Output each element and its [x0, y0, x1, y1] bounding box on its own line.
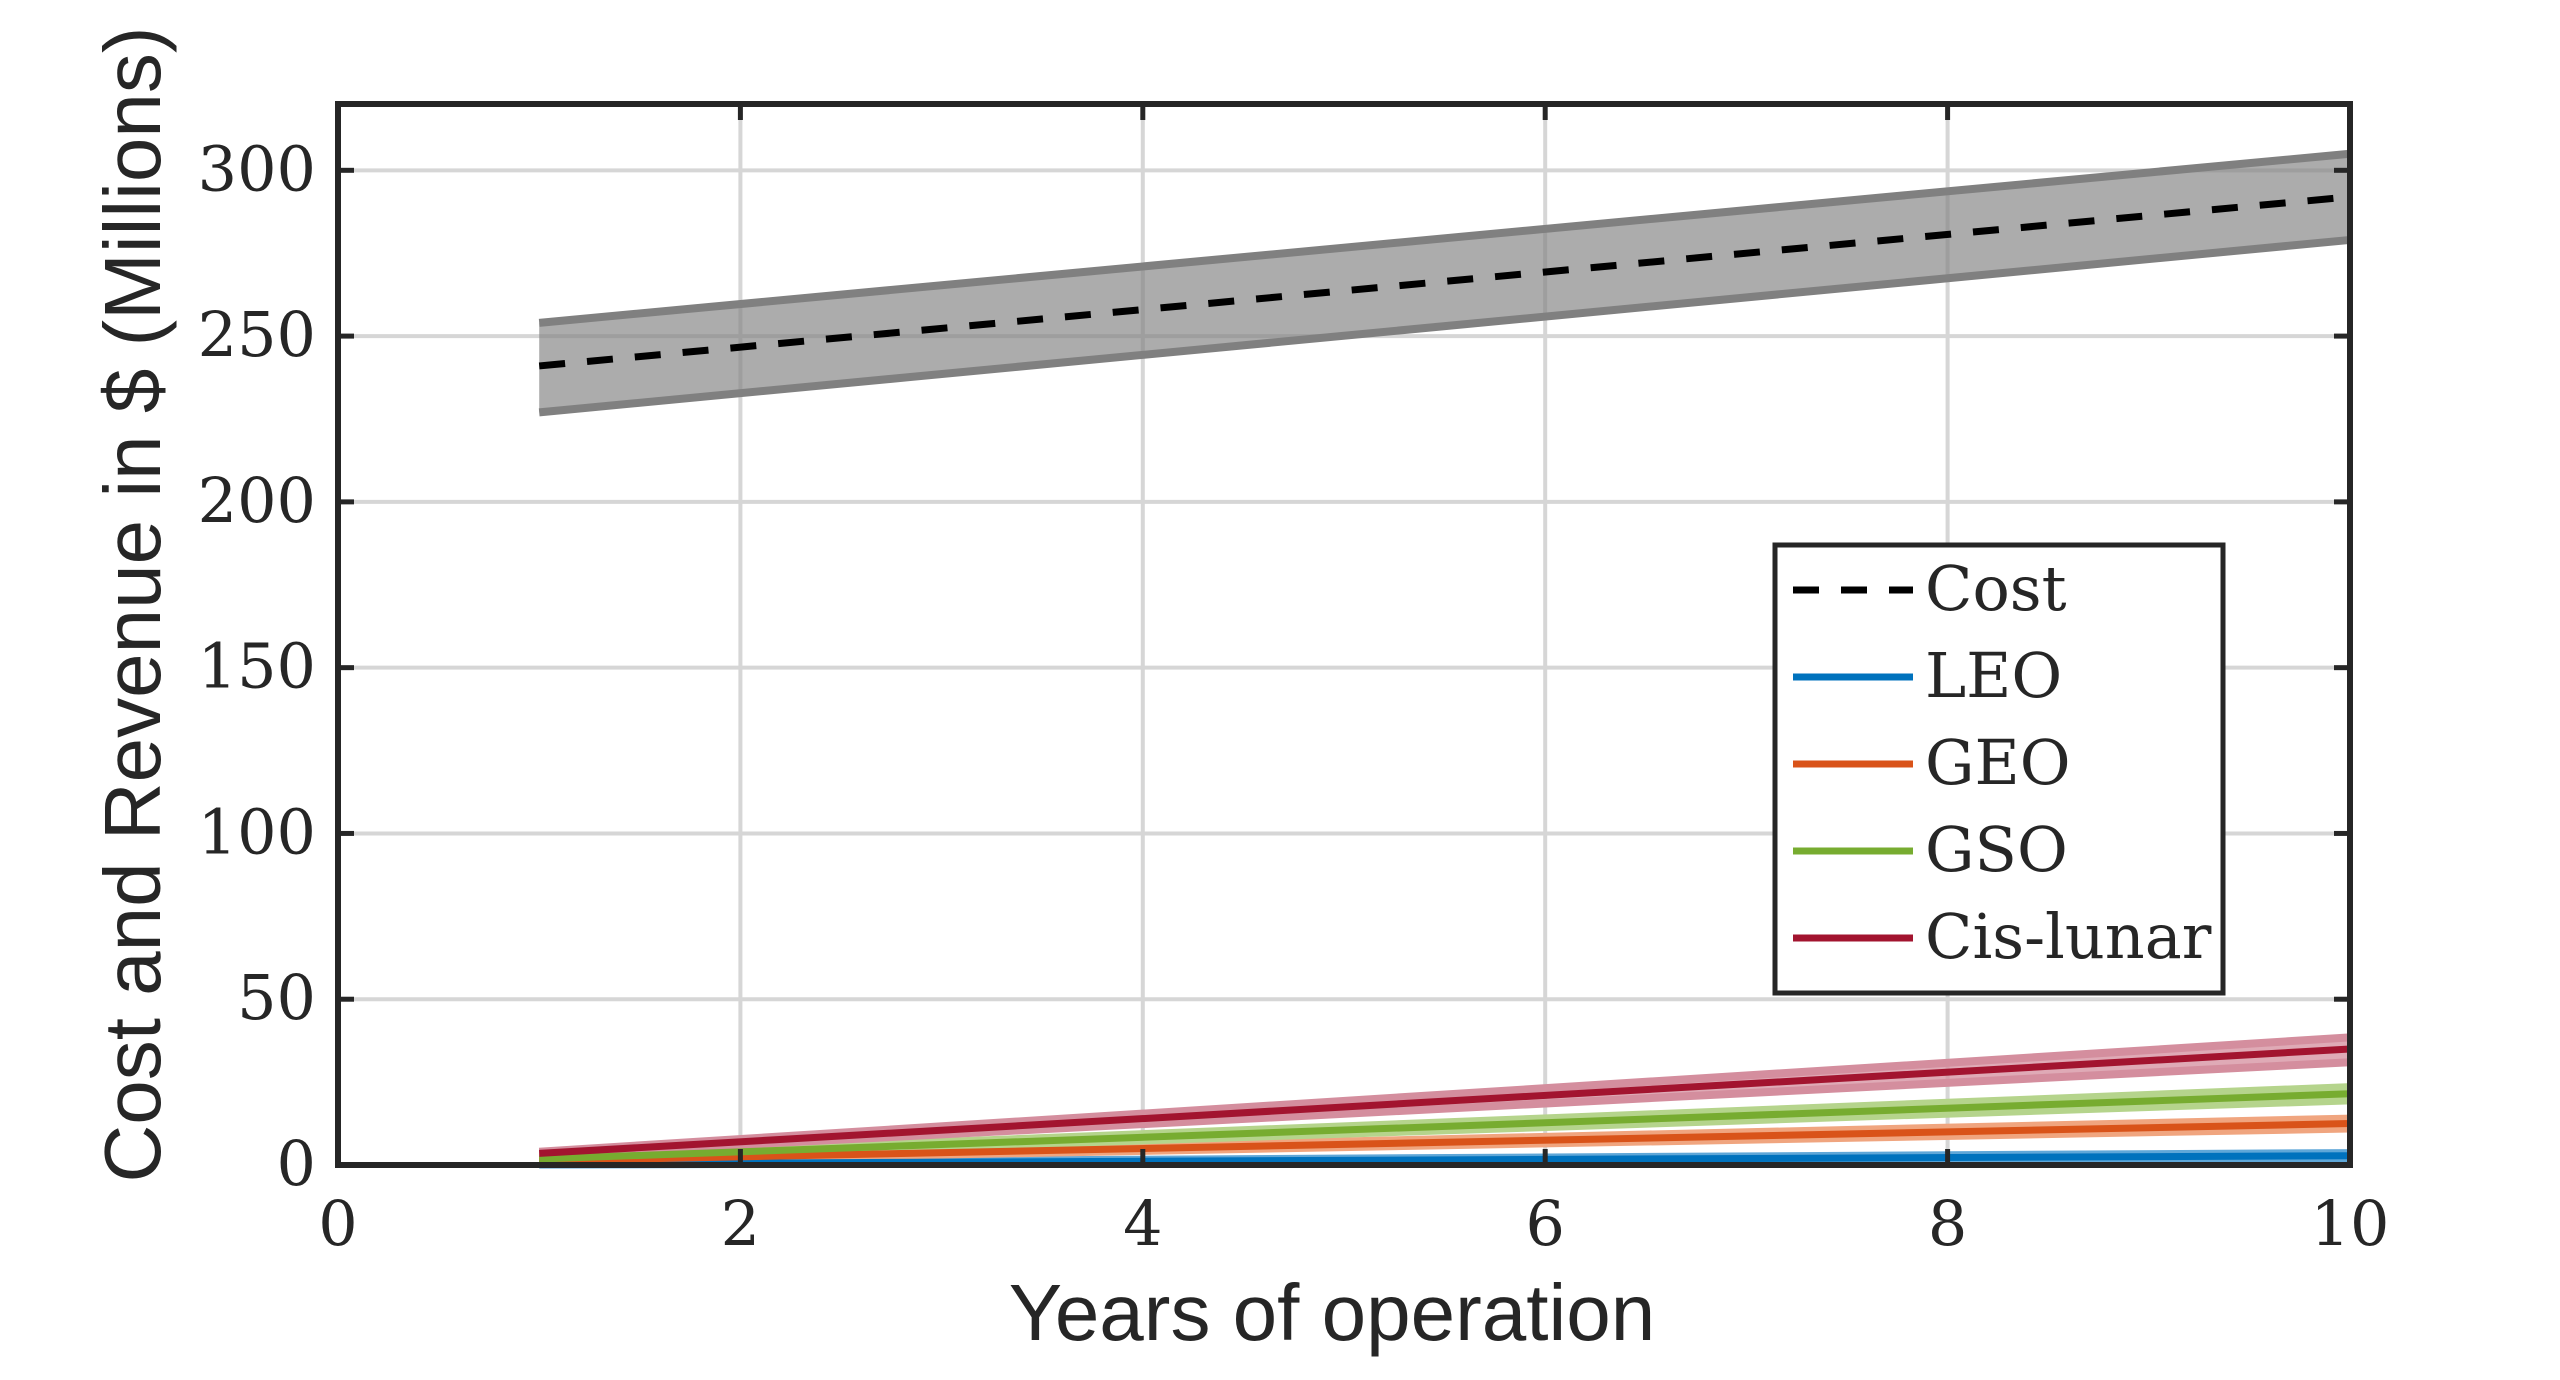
legend-label-gso: GSO: [1925, 813, 2068, 886]
cost-band: [539, 153, 2351, 413]
legend-box: [1772, 542, 2226, 996]
gso-line: [539, 1090, 2351, 1163]
y-tick-label: 300: [198, 132, 316, 205]
legend-items: Cost LEO GEO GSO Cis-lunar: [1793, 552, 2212, 973]
y-tick-label: 150: [198, 630, 316, 703]
y-tick-label: 50: [237, 961, 316, 1034]
geo-line: [539, 1120, 2351, 1165]
y-tick-label: 250: [198, 298, 316, 371]
x-tick-label: 10: [2311, 1187, 2390, 1260]
cost-line: [538, 193, 2351, 370]
y-axis-title: Cost and Revenue in $ (Millions): [88, 26, 177, 1182]
x-tick-label: 2: [721, 1187, 760, 1260]
x-axis-title: Years of operation: [1009, 1268, 1655, 1357]
cis-lunar-line: [538, 1045, 2351, 1157]
y-tick-label: 100: [198, 795, 316, 868]
legend-label-cost: Cost: [1925, 552, 2067, 625]
x-tick-label: 6: [1525, 1187, 1564, 1260]
x-tick-label: 0: [318, 1187, 357, 1260]
axes-frame: [335, 101, 2353, 1168]
legend-label-geo: GEO: [1925, 726, 2071, 799]
cis-lunar-band-lower: [538, 1058, 2351, 1160]
x-tick-label: 8: [1928, 1187, 1967, 1260]
cost-band-upper: [538, 149, 2351, 327]
legend-label-leo: LEO: [1925, 639, 2062, 712]
y-tick-label: 200: [198, 464, 316, 537]
x-tick-label: 4: [1123, 1187, 1162, 1260]
cost-band-lower: [538, 235, 2351, 417]
legend: Cost LEO GEO GSO Cis-lunar: [1772, 542, 2226, 996]
legend-label-cis-lunar: Cis-lunar: [1925, 900, 2212, 973]
y-tick-label: 0: [277, 1127, 316, 1200]
